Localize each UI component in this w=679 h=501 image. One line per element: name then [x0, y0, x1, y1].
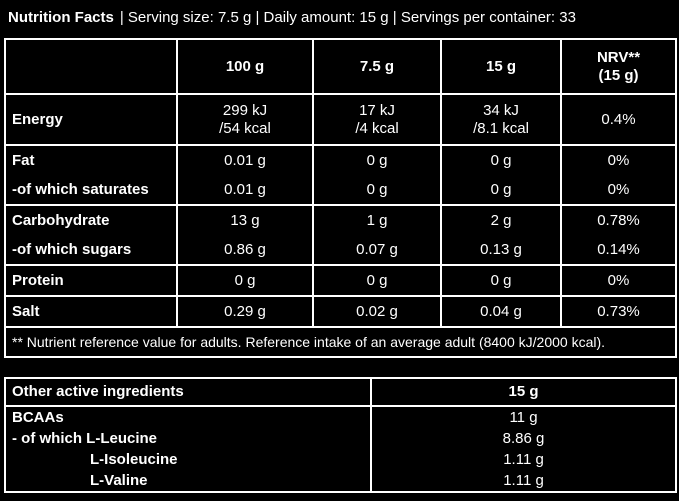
- value-cell: 13 g: [176, 205, 314, 235]
- value-cell: 0 g: [312, 145, 442, 175]
- row-label: Protein: [4, 265, 178, 296]
- value-cell: 0%: [560, 145, 677, 175]
- value-cell: 0.01 g: [176, 145, 314, 175]
- value-cell: 2 g: [440, 205, 562, 235]
- column-header: NRV** (15 g): [560, 39, 677, 95]
- ingredients-table: Other active ingredients 15 g BCAAs 11 g- o…: [4, 377, 677, 493]
- table-row: Energy 299 kJ /54 kcal 17 kJ /4 kcal 34 kJ …: [4, 94, 677, 145]
- value-cell: 0 g: [440, 265, 562, 296]
- table-row: Salt 0.29 g 0.02 g 0.04 g 0.73%: [4, 296, 677, 327]
- row-label: -of which saturates: [4, 175, 178, 205]
- value-cell: 0 g: [440, 175, 562, 205]
- value-cell: 0.29 g: [176, 296, 314, 327]
- table-foot: ** Nutrient reference value for adults. …: [4, 326, 677, 357]
- header-title: Nutrition Facts: [8, 9, 114, 26]
- column-header: Other active ingredients: [4, 378, 372, 407]
- table-row: L-Valine 1.11 g: [4, 470, 677, 492]
- table-head: Other active ingredients 15 g: [4, 378, 677, 407]
- value-cell: 34 kJ /8.1 kcal: [440, 94, 562, 145]
- row-label: Salt: [4, 296, 178, 327]
- value-cell: 0%: [560, 175, 677, 205]
- footnote-row: ** Nutrient reference value for adults. …: [4, 326, 677, 357]
- header-row: 100 g 7.5 g 15 g NRV** (15 g): [4, 39, 677, 95]
- nutrition-table: 100 g 7.5 g 15 g NRV** (15 g) Energy 299 kJ /…: [4, 38, 677, 358]
- value-cell: 0 g: [312, 265, 442, 296]
- value-cell: 1.11 g: [370, 470, 677, 492]
- column-header: 15 g: [440, 39, 562, 95]
- row-label: Carbohydrate: [4, 205, 178, 235]
- row-label: - of which L-Leucine: [4, 428, 372, 449]
- value-cell: 0.86 g: [176, 235, 314, 265]
- table-row: -of which sugars 0.86 g 0.07 g 0.13 g 0.14%: [4, 235, 677, 265]
- row-label: BCAAs: [4, 406, 372, 428]
- row-label: Fat: [4, 145, 178, 175]
- header: Nutrition Facts | Serving size: 7.5 g | D…: [8, 0, 576, 36]
- table-row: BCAAs 11 g: [4, 406, 677, 428]
- value-cell: 1.11 g: [370, 449, 677, 470]
- value-cell: 299 kJ /54 kcal: [176, 94, 314, 145]
- column-header: 100 g: [176, 39, 314, 95]
- value-cell: 0.73%: [560, 296, 677, 327]
- footnote: ** Nutrient reference value for adults. …: [4, 326, 677, 357]
- value-cell: 0.07 g: [312, 235, 442, 265]
- value-cell: 1 g: [312, 205, 442, 235]
- value-cell: 0.14%: [560, 235, 677, 265]
- table-row: L-Isoleucine 1.11 g: [4, 449, 677, 470]
- value-cell: 0 g: [176, 265, 314, 296]
- row-group: Salt 0.29 g 0.02 g 0.04 g 0.73%: [4, 296, 677, 327]
- value-cell: 0.13 g: [440, 235, 562, 265]
- value-cell: 0.02 g: [312, 296, 442, 327]
- value-cell: 0 g: [312, 175, 442, 205]
- value-cell: 0.04 g: [440, 296, 562, 327]
- value-cell: 0 g: [440, 145, 562, 175]
- table-head: 100 g 7.5 g 15 g NRV** (15 g): [4, 39, 677, 95]
- value-cell: 8.86 g: [370, 428, 677, 449]
- value-cell: 0.4%: [560, 94, 677, 145]
- row-group: BCAAs 11 g- of which L-Leucine 8.86 g L-Iso…: [4, 406, 677, 492]
- column-header: [4, 39, 178, 95]
- row-group: Energy 299 kJ /54 kcal 17 kJ /4 kcal 34 kJ …: [4, 94, 677, 145]
- row-label: L-Valine: [4, 470, 372, 492]
- value-cell: 17 kJ /4 kcal: [312, 94, 442, 145]
- row-label: -of which sugars: [4, 235, 178, 265]
- row-label: Energy: [4, 94, 178, 145]
- value-cell: 0.78%: [560, 205, 677, 235]
- value-cell: 0%: [560, 265, 677, 296]
- value-cell: 11 g: [370, 406, 677, 428]
- column-header: 7.5 g: [312, 39, 442, 95]
- row-label: L-Isoleucine: [4, 449, 372, 470]
- value-cell: 0.01 g: [176, 175, 314, 205]
- header-details: | Serving size: 7.5 g | Daily amount: 15…: [119, 9, 576, 26]
- header-row: Other active ingredients 15 g: [4, 378, 677, 407]
- table-row: - of which L-Leucine 8.86 g: [4, 428, 677, 449]
- column-header: 15 g: [370, 378, 677, 407]
